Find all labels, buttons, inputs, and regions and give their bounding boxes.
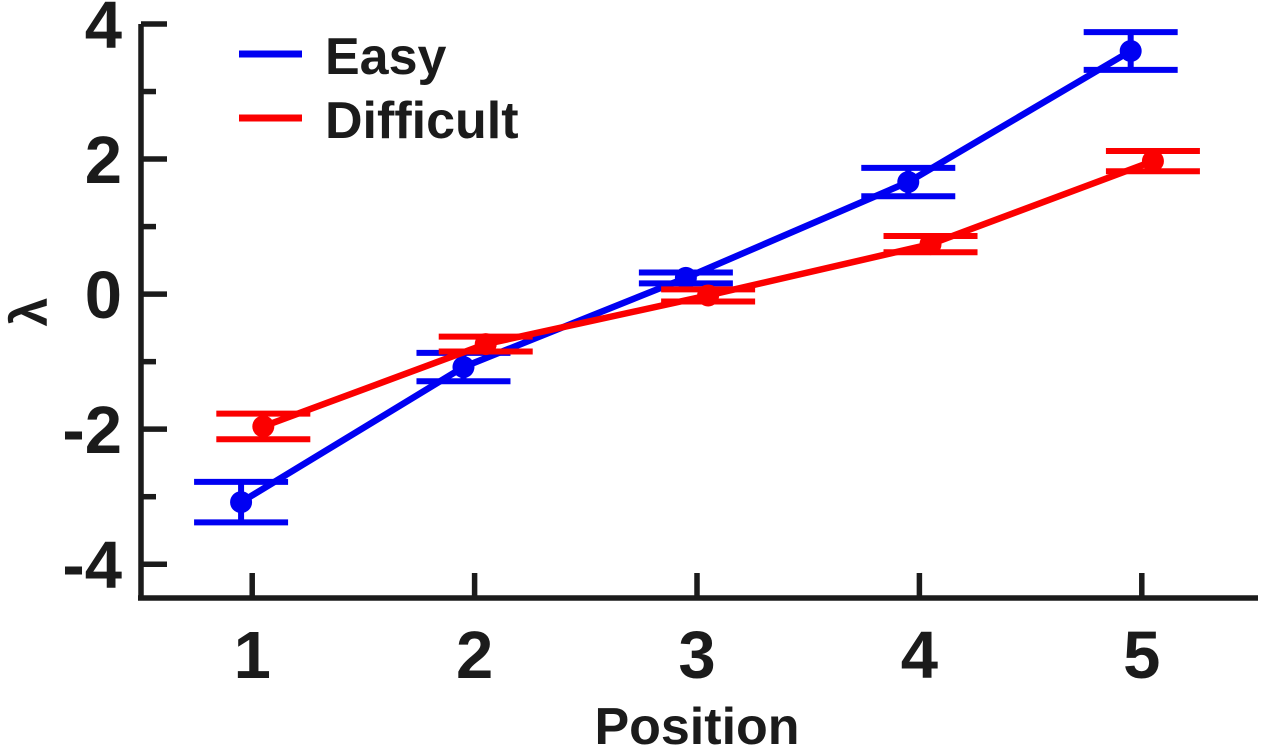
y-tick-label: 0 bbox=[85, 258, 122, 333]
legend-item-difficult: Difficult bbox=[239, 92, 519, 150]
y-tick-label: -2 bbox=[62, 393, 122, 468]
legend: Easy Difficult bbox=[239, 28, 519, 150]
x-tick-label: 3 bbox=[678, 618, 715, 693]
data-point-marker bbox=[252, 415, 275, 438]
legend-item-easy: Easy bbox=[239, 28, 447, 86]
data-point-marker bbox=[919, 233, 942, 256]
data-point-marker bbox=[697, 284, 720, 307]
x-tick-label: 2 bbox=[456, 618, 493, 693]
series-difficult bbox=[216, 147, 1200, 443]
y-tick-label: 4 bbox=[85, 0, 122, 63]
data-point-marker bbox=[230, 491, 253, 514]
x-tick-label: 1 bbox=[234, 618, 271, 693]
x-tick-label: 5 bbox=[1123, 618, 1160, 693]
y-tick-label: -4 bbox=[62, 528, 122, 603]
y-axis-label: λ bbox=[1, 297, 59, 326]
data-point-marker bbox=[1141, 150, 1164, 173]
data-point-marker bbox=[452, 356, 475, 379]
y-tick-label: 2 bbox=[85, 123, 122, 198]
x-tick-label: 4 bbox=[901, 618, 938, 693]
x-axis-label: Position bbox=[594, 698, 799, 755]
legend-label: Difficult bbox=[325, 92, 519, 150]
data-point-marker bbox=[674, 266, 697, 289]
data-point-marker bbox=[897, 171, 920, 194]
legend-label: Easy bbox=[325, 28, 447, 86]
data-point-marker bbox=[1119, 40, 1142, 63]
data-point-marker bbox=[474, 333, 497, 356]
